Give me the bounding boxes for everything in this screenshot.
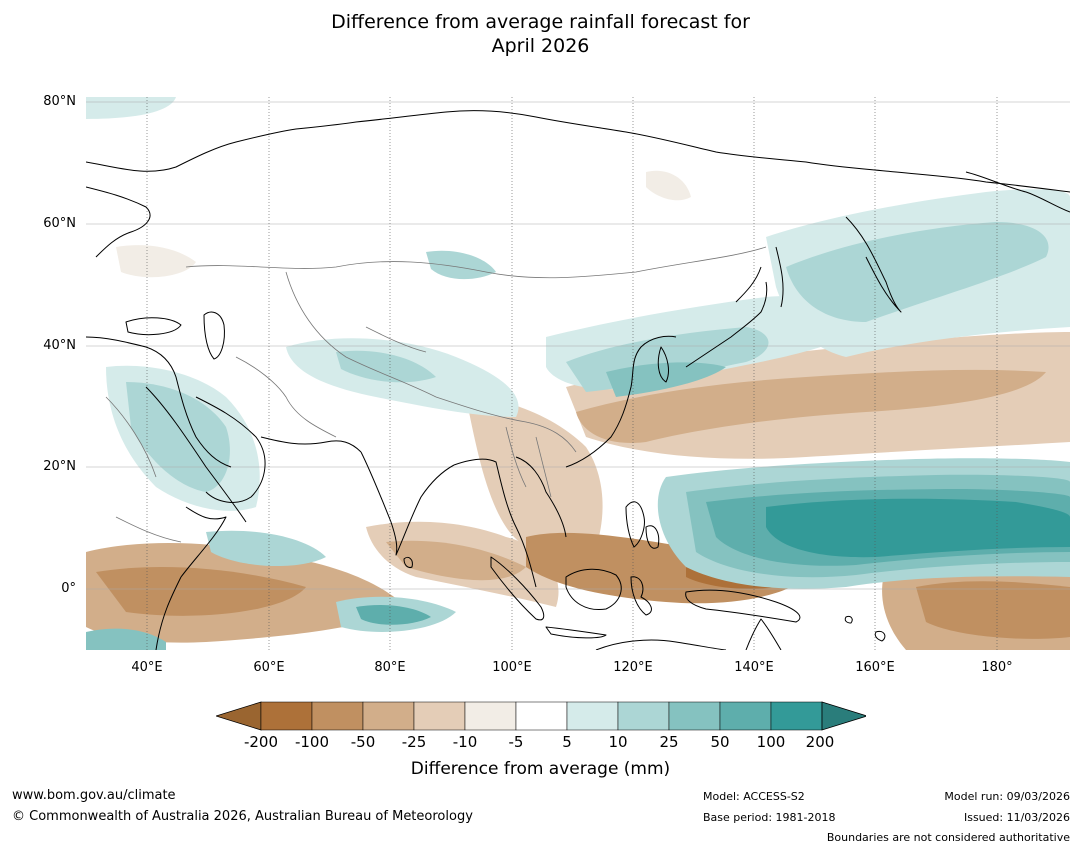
title-line-2: April 2026 [491,35,590,57]
anomaly-dry-region [646,170,691,201]
lat-label-80n: 80°N [43,94,76,109]
colorbar-segment [464,701,517,731]
colorbar-segment [668,701,721,731]
colorbar-tick: 10 [608,733,628,751]
lon-label-100e: 100°E [492,660,532,675]
colorbar-segment [515,701,568,731]
lat-label-60n: 60°N [43,216,76,231]
anomaly-dry-region [116,245,196,278]
model-run-date: Model run: 09/03/2026 [944,790,1070,803]
colorbar-segment [770,701,823,731]
country-borders [105,246,767,543]
colorbar-segment [311,701,364,731]
model-name: Model: ACCESS-S2 [703,790,805,803]
colorbar-label: Difference from average (mm) [410,759,671,779]
anomaly-wet-region [86,97,176,119]
colorbar-segment [260,701,313,731]
lon-label-60e: 60°E [253,660,285,675]
anomaly-wet-region [606,362,726,397]
anomaly-wet-region [356,605,431,625]
boundaries-disclaimer: Boundaries are not considered authoritat… [826,831,1070,844]
colorbar-tick: -10 [452,733,478,751]
base-period: Base period: 1981-2018 [703,811,836,824]
colorbar-tick: 50 [710,733,730,751]
lon-label-120e: 120°E [613,660,653,675]
colorbar-tick: 200 [805,733,835,751]
colorbar-extend-min [216,701,262,731]
anomaly-wet-region [786,222,1049,322]
colorbar-segment [719,701,772,731]
lon-label-80e: 80°E [374,660,406,675]
lat-label-0: 0° [61,581,76,596]
chart-title: Difference from average rainfall forecas… [0,10,1081,58]
lon-label-160e: 160°E [855,660,895,675]
lon-label-180: 180° [981,660,1013,675]
colorbar-segment [617,701,670,731]
anomaly-dry-region [466,397,603,558]
graticule [86,101,1070,590]
copyright-text: © Commonwealth of Australia 2026, Austra… [12,809,473,824]
colorbar-segment [413,701,466,731]
title-line-1: Difference from average rainfall forecas… [331,11,750,33]
map-graphic [86,97,1070,650]
anomaly-dry-region [576,369,1046,443]
colorbar-segment [362,701,415,731]
colorbar-tick: -25 [401,733,427,751]
lon-label-40e: 40°E [131,660,163,675]
anomaly-wet-region [86,628,166,650]
colorbar-segment [566,701,619,731]
colorbar-tick: -100 [294,733,330,751]
lat-label-20n: 20°N [43,459,76,474]
colorbar-tick: -200 [243,733,279,751]
colorbar-tick: -5 [508,733,524,751]
anomaly-dry-region [916,581,1070,639]
anomaly-wet-region [336,350,436,383]
anomaly-wet-region [206,530,326,567]
website-link[interactable]: www.bom.gov.au/climate [12,788,176,803]
issued-date: Issued: 11/03/2026 [963,811,1070,824]
lat-label-40n: 40°N [43,338,76,353]
anomaly-dry-region [386,540,526,581]
colorbar-tick: -50 [350,733,376,751]
colorbar [216,701,866,731]
colorbar-tick: 5 [562,733,572,751]
lon-label-140e: 140°E [734,660,774,675]
rainfall-map [86,97,1070,650]
anomaly-wet-region [426,250,496,280]
anomaly-wet-region [766,498,1070,558]
coastlines [86,110,1070,650]
anomaly-dry-region [96,567,306,616]
colorbar-tick: 100 [756,733,786,751]
colorbar-extend-max [821,701,866,731]
colorbar-tick: 25 [659,733,679,751]
